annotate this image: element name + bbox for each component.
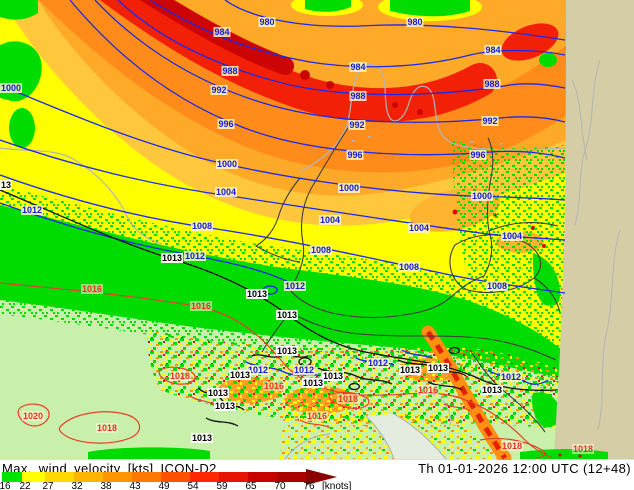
isobar-label: 13 <box>0 180 13 190</box>
isobar-label: 1018 <box>95 423 119 433</box>
isobar-label: 1012 <box>283 281 307 291</box>
isobar-label: 1012 <box>183 251 207 261</box>
colorbar-block <box>22 472 45 482</box>
colorbar-tick: 38 <box>100 481 112 490</box>
isobar-label: 1016 <box>416 385 440 395</box>
isobar-label: 996 <box>346 150 364 160</box>
colorbar-tick: 16 <box>0 481 11 490</box>
isobar-label: 980 <box>258 17 276 27</box>
colorbar-block <box>277 472 306 482</box>
isobar-label: 984 <box>484 45 502 55</box>
isobar-label: 1013 <box>321 371 345 381</box>
isobar-label: 1004 <box>407 223 431 233</box>
isobar-label: 1008 <box>397 262 421 272</box>
isobar-label: 1000 <box>215 159 239 169</box>
colorbar-tick: 70 <box>274 481 286 490</box>
isobar-label: 1016 <box>262 381 286 391</box>
isobar-label: 1013 <box>301 378 325 388</box>
colorbar-block <box>132 472 161 482</box>
colorbar-ticks: [knots] 16 22 27 32 38 43 49 54 59 65 70 76 <box>0 481 634 490</box>
isobar-label: 1013 <box>228 370 252 380</box>
colorbar-tick: 54 <box>187 481 199 490</box>
isobar-label: 1016 <box>189 301 213 311</box>
colorbar-tick: 76 <box>303 481 315 490</box>
colorbar-tick: 59 <box>216 481 228 490</box>
isobar-label: 1012 <box>366 358 390 368</box>
isobar-label: 988 <box>349 91 367 101</box>
isobar-label: 1018 <box>168 371 192 381</box>
isobar-label: 1013 <box>398 365 422 375</box>
isobar-label: 1013 <box>206 388 230 398</box>
isobar-label: 988 <box>483 79 501 89</box>
colorbar-block <box>103 472 132 482</box>
isobar-label: 1004 <box>500 231 524 241</box>
isobar-label: 1020 <box>21 411 45 421</box>
isobar-label: 1013 <box>275 346 299 356</box>
isobar-label: 1016 <box>80 284 104 294</box>
colorbar-block <box>161 472 190 482</box>
isobar-label: 1013 <box>213 401 237 411</box>
isobar-label: 988 <box>221 66 239 76</box>
colorbar-block <box>190 472 219 482</box>
isobar-label: 980 <box>406 17 424 27</box>
colorbar-block <box>45 472 74 482</box>
colorbar-tick: 49 <box>158 481 170 490</box>
isobar-label: 996 <box>469 150 487 160</box>
isobar-label: 1016 <box>305 411 329 421</box>
wind-field-map <box>0 0 634 460</box>
isobar-label: 984 <box>349 62 367 72</box>
isobar-label: 1004 <box>214 187 238 197</box>
isobar-label: 1013 <box>426 363 450 373</box>
valid-time: Th 01-01-2026 12:00 UTC (12+48) <box>418 461 631 476</box>
colorbar-tick: 43 <box>129 481 141 490</box>
isobar-label: 1013 <box>190 433 214 443</box>
isobar-label: 992 <box>481 116 499 126</box>
isobar-label: 1012 <box>499 372 523 382</box>
isobar-label: 1004 <box>318 215 342 225</box>
isobar-label: 992 <box>210 85 228 95</box>
isobar-label: 1012 <box>246 365 270 375</box>
isobar-label: 1000 <box>0 83 23 93</box>
isobar-label: 1008 <box>485 281 509 291</box>
isobar-label: 1013 <box>480 385 504 395</box>
isobar-label: 1012 <box>20 205 44 215</box>
colorbar-tick: 27 <box>42 481 54 490</box>
isobar-label: 996 <box>217 119 235 129</box>
colorbar-block <box>248 472 277 482</box>
isobar-label: 1000 <box>337 183 361 193</box>
isobar-label: 1018 <box>500 441 524 451</box>
isobar-label: 984 <box>213 27 231 37</box>
colorbar-tick: 65 <box>245 481 257 490</box>
isobar-label: 1013 <box>275 310 299 320</box>
colorbar-block <box>74 472 103 482</box>
isobar-label: 1018 <box>571 444 595 454</box>
isobar-label: 1013 <box>160 253 184 263</box>
colorbar-block <box>2 472 22 482</box>
colorbar-block <box>306 469 337 485</box>
isobar-label: 992 <box>348 120 366 130</box>
legend-bar: Max. wind velocity [kts] ICON-D2 Th 01-0… <box>0 460 634 490</box>
isobar-label: 1008 <box>190 221 214 231</box>
unit-label: [knots] <box>322 481 352 490</box>
isobar-label: 1012 <box>292 365 316 375</box>
isobar-label: 1000 <box>470 191 494 201</box>
colorbar-block <box>219 472 248 482</box>
colorbar-tick: 22 <box>19 481 31 490</box>
weather-map: 980 980 984 984 984 988 988 988 992 992 992 996 996 9… <box>0 0 634 460</box>
isobar-label: 1008 <box>309 245 333 255</box>
colorbar <box>0 469 634 485</box>
isobar-label: 1018 <box>336 394 360 404</box>
isobar-label: 1013 <box>245 289 269 299</box>
colorbar-tick: 32 <box>71 481 83 490</box>
